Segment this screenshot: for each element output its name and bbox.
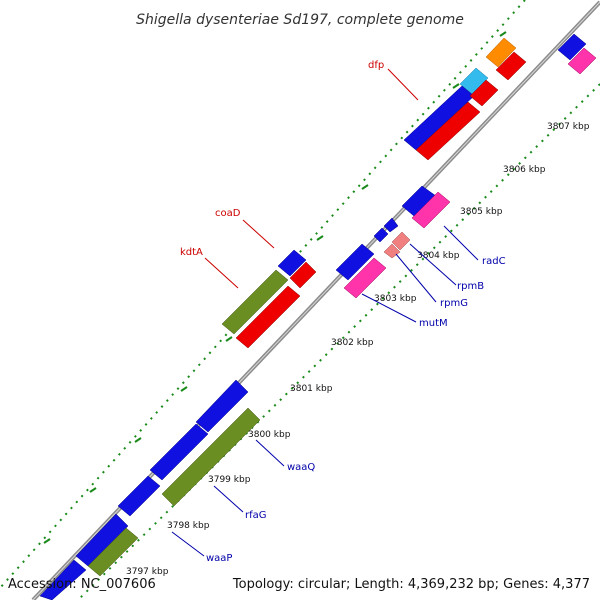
tick-label-3800: 3800 kbp <box>248 430 291 440</box>
leader-waaQ <box>255 439 285 467</box>
gene-label-radC[interactable]: radC <box>482 256 506 267</box>
gene-red-a[interactable] <box>495 51 527 81</box>
gene-small-blue-a[interactable] <box>373 227 389 243</box>
leader-rfaG <box>213 485 244 513</box>
gene-label-rpmG[interactable]: rpmG <box>440 298 468 309</box>
accession-text: Accession: NC_007606 <box>8 577 156 592</box>
leader-radC <box>443 225 479 261</box>
gene-blue-b[interactable] <box>149 423 209 481</box>
leader-waaP <box>171 531 205 557</box>
leader-mutM <box>361 293 417 323</box>
leader-dfp <box>387 68 419 101</box>
outer-tick-track <box>0 0 526 589</box>
gene-mutM-blue[interactable] <box>335 243 375 281</box>
gene-cyan[interactable] <box>459 67 489 95</box>
gene-edge-blue[interactable] <box>557 33 587 61</box>
gene-coaD[interactable] <box>277 249 307 277</box>
gene-blue-e[interactable] <box>39 559 87 600</box>
gene-blue-c[interactable] <box>117 475 161 517</box>
tick-label-3802: 3802 kbp <box>331 338 374 348</box>
leader-coaD <box>242 219 275 249</box>
tick-label-3807: 3807 kbp <box>547 122 590 132</box>
gene-orange[interactable] <box>485 37 517 68</box>
leader-rpmG <box>395 253 437 303</box>
gene-blue-a[interactable] <box>195 379 249 433</box>
gene-small-blue-b[interactable] <box>383 217 399 233</box>
gene-red-e[interactable] <box>235 285 301 349</box>
gene-blue-d[interactable] <box>75 513 129 567</box>
gene-edge-pink[interactable] <box>567 47 597 75</box>
topology-text: Topology: circular; Length: 4,369,232 bp… <box>232 577 590 592</box>
leader-kdtA <box>204 257 239 289</box>
gene-red-c[interactable] <box>415 101 481 161</box>
tick-label-3805: 3805 kbp <box>460 207 503 217</box>
gene-label-dfp[interactable]: dfp <box>368 60 384 71</box>
gene-kdtA[interactable] <box>221 269 289 335</box>
genome-backbone-highlight <box>32 1 600 600</box>
gene-red-b[interactable] <box>469 79 499 107</box>
gene-rpmB[interactable] <box>391 231 411 251</box>
tick-label-3806: 3806 kbp <box>503 165 546 175</box>
map-title: Shigella dysenteriae Sd197, complete gen… <box>136 12 464 28</box>
gene-rfaG[interactable] <box>161 407 261 507</box>
gene-label-kdtA[interactable]: kdtA <box>180 247 203 258</box>
gene-waaP[interactable] <box>87 527 139 577</box>
gene-red-d[interactable] <box>289 261 317 289</box>
tick-label-3803: 3803 kbp <box>374 294 417 304</box>
leader-rpmB <box>409 243 457 286</box>
tick-label-3799: 3799 kbp <box>208 475 251 485</box>
gene-label-rpmB[interactable]: rpmB <box>457 281 484 292</box>
gene-label-rfaG[interactable]: rfaG <box>245 510 267 521</box>
tick-label-3797: 3797 kbp <box>126 567 169 577</box>
gene-label-waaQ[interactable]: waaQ <box>287 462 315 473</box>
gene-label-coaD[interactable]: coaD <box>215 208 241 219</box>
tick-label-3801: 3801 kbp <box>290 384 333 394</box>
gene-label-mutM[interactable]: mutM <box>419 318 448 329</box>
gene-label-waaP[interactable]: waaP <box>206 553 232 564</box>
tick-label-3804: 3804 kbp <box>417 251 460 261</box>
gene-radC[interactable] <box>411 191 451 229</box>
tick-label-3798: 3798 kbp <box>167 521 210 531</box>
gene-mutM[interactable] <box>343 257 387 299</box>
